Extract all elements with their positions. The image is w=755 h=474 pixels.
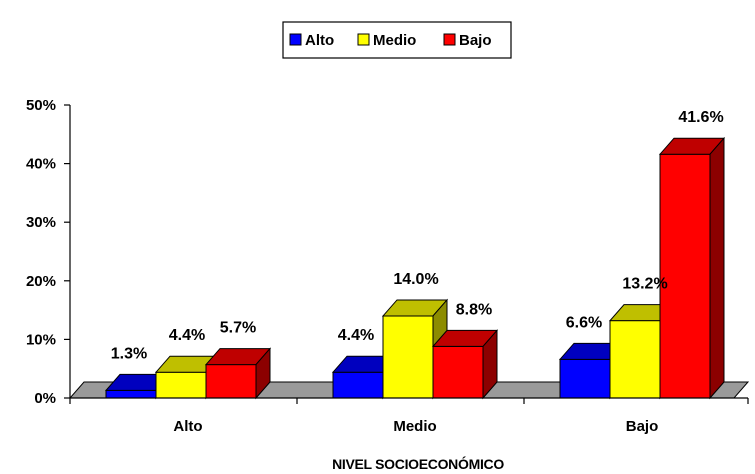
bar-front (432, 345, 484, 399)
bar-front (105, 389, 157, 399)
data-label: 4.4% (169, 327, 205, 344)
data-label: 6.6% (566, 314, 602, 331)
bar-front (659, 153, 711, 399)
legend-label: Medio (373, 32, 416, 49)
bar-side (709, 136, 725, 400)
legend-swatch (357, 33, 370, 46)
legend-box (282, 21, 512, 59)
x-category-label: Bajo (626, 418, 659, 435)
y-axis: 0% 10% 20% 30% 40% 50% (26, 97, 71, 407)
data-label: 41.6% (678, 109, 723, 126)
legend: Alto Medio Bajo (282, 21, 512, 59)
y-tick-label: 0% (34, 390, 56, 407)
bar-front (609, 320, 661, 399)
data-label: 5.7% (220, 320, 256, 337)
x-category-label: Medio (393, 418, 436, 435)
data-label: 4.4% (338, 327, 374, 344)
data-label: 1.3% (111, 345, 147, 362)
legend-swatch (289, 33, 302, 46)
y-tick-label: 20% (26, 273, 56, 290)
bar-front (155, 371, 207, 399)
bar-front (559, 358, 611, 399)
bar-front (332, 371, 384, 399)
legend-label: Bajo (459, 32, 492, 49)
bar-group (104, 136, 726, 400)
data-labels: 1.3% 4.4% 5.7% 4.4% 14.0% 8.8% 6.6% 13.2% 41.6% (111, 109, 724, 362)
bar-front (382, 315, 434, 399)
legend-label: Alto (305, 32, 334, 49)
data-label: 8.8% (456, 301, 492, 318)
y-tick-label: 30% (26, 214, 56, 231)
x-axis: Alto Medio Bajo (69, 397, 749, 435)
y-tick-label: 40% (26, 156, 56, 173)
data-label: 14.0% (393, 271, 438, 288)
bar-front (205, 364, 257, 399)
bar-side (255, 347, 271, 400)
x-category-label: Alto (173, 418, 202, 435)
data-label: 13.2% (622, 276, 667, 293)
legend-swatch (443, 33, 456, 46)
x-axis-title: NIVEL SOCIOECONÓMICO (332, 455, 504, 472)
y-tick-label: 10% (26, 331, 56, 348)
y-tick-label: 50% (26, 97, 56, 114)
bar-side (482, 329, 498, 400)
